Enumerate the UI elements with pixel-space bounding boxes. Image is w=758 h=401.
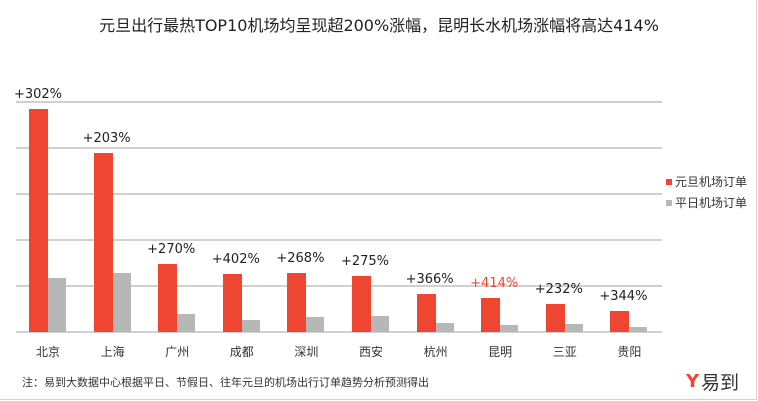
category-label: 深圳 [294, 345, 319, 359]
growth-label: +366% [405, 271, 454, 287]
x-axis-baseline [16, 331, 662, 333]
bar-holiday [416, 293, 436, 332]
bar-weekday [48, 278, 66, 332]
bar-weekday [564, 324, 583, 332]
bar-weekday [306, 316, 325, 332]
bar-holiday [287, 273, 307, 332]
logo-text: 易到 [701, 372, 740, 394]
bar-holiday [545, 303, 565, 332]
bar-weekday [500, 325, 519, 332]
bar-holiday [93, 153, 113, 332]
bar-holiday [481, 297, 501, 332]
growth-label: +275% [340, 253, 390, 269]
category-label: 三亚 [552, 345, 577, 359]
growth-label: +414% [470, 275, 519, 291]
bar-holiday [222, 274, 242, 332]
footnote: 注：易到大数据中心根据平日、节假日、往年元旦的机场出行订单趋势分析预测得出 [22, 376, 429, 389]
category-label: 北京 [35, 345, 61, 359]
yidao-logo: Y 易到 [686, 368, 739, 395]
growth-label: +402% [211, 252, 260, 268]
bar-weekday [177, 314, 196, 332]
plot-area [16, 101, 662, 333]
category-label: 杭州 [423, 345, 448, 359]
category-label: 昆明 [488, 345, 513, 359]
bar-holiday [352, 275, 371, 332]
growth-label: +203% [82, 131, 131, 147]
gridline [16, 239, 662, 241]
gridline [16, 285, 662, 287]
bar-holiday [610, 310, 630, 332]
growth-label: +268% [276, 251, 325, 267]
growth-label: +232% [534, 281, 583, 297]
legend: 元旦机场订单 平日机场订单 [666, 171, 747, 213]
gridline [16, 193, 662, 195]
bar-weekday [112, 273, 131, 332]
legend-item-holiday: 元旦机场订单 [666, 171, 747, 192]
legend-swatch-gray [666, 199, 672, 206]
bar-holiday [29, 108, 48, 332]
bar-weekday [629, 326, 648, 332]
gridline [16, 101, 662, 103]
legend-swatch-red [666, 178, 672, 185]
legend-label: 平日机场订单 [675, 196, 748, 210]
gridline [16, 147, 662, 149]
category-label: 贵阳 [617, 345, 642, 359]
logo-mark-icon: Y [686, 371, 700, 392]
growth-label: +270% [147, 241, 196, 257]
category-label: 上海 [100, 345, 125, 359]
chart-title: 元旦出行最热TOP10机场均呈现超200%涨幅，昆明长水机场涨幅将高达414% [99, 16, 659, 35]
legend-label: 元旦机场订单 [675, 175, 748, 189]
growth-label: +302% [13, 86, 63, 102]
category-label: 西安 [358, 345, 384, 359]
legend-item-weekday: 平日机场订单 [666, 192, 747, 213]
bar-holiday [158, 263, 178, 332]
bar-weekday [241, 320, 260, 332]
category-label: 成都 [229, 345, 254, 359]
bar-weekday [371, 315, 389, 332]
growth-label: +344% [599, 288, 648, 304]
bar-weekday [435, 322, 454, 332]
category-label: 广州 [165, 345, 190, 359]
